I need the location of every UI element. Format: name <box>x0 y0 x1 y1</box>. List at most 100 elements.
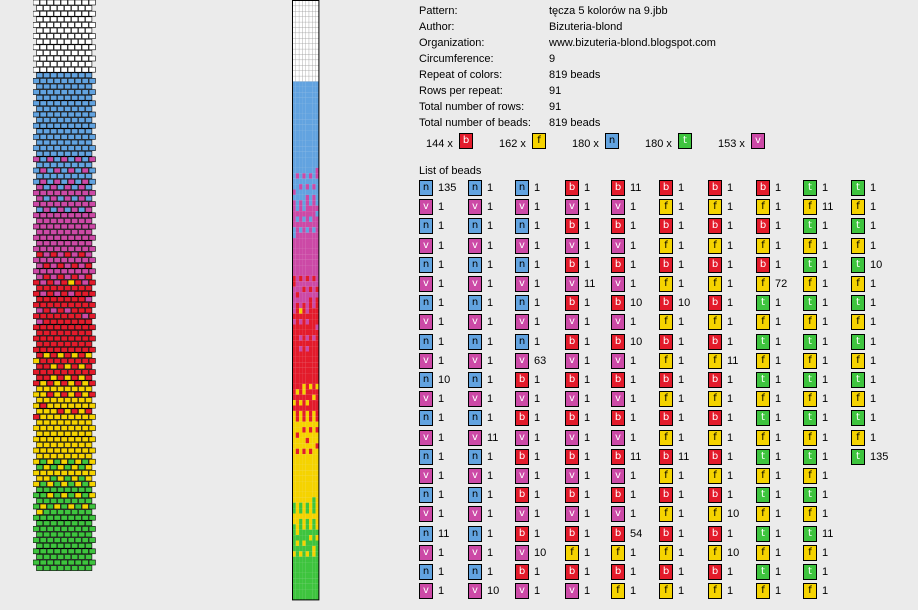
bead-swatch: t <box>756 410 770 427</box>
pattern-bead <box>88 481 96 487</box>
simple-bead <box>309 540 313 546</box>
simple-bead <box>305 254 309 260</box>
bead-count: 11 <box>630 182 642 194</box>
simple-bead <box>302 221 306 228</box>
pattern-bead <box>74 66 82 73</box>
pattern-bead <box>85 162 93 168</box>
pattern-bead <box>64 262 72 269</box>
pattern-bead <box>67 89 75 95</box>
pattern-bead <box>78 106 86 112</box>
bead-count: 1 <box>487 278 494 290</box>
bead-count: 1 <box>630 316 637 329</box>
pattern-bead <box>39 458 47 465</box>
pattern-bead <box>43 206 51 213</box>
bead-swatch: v <box>565 506 579 523</box>
pattern-bead <box>74 391 82 398</box>
simple-bead <box>302 130 306 136</box>
pattern-bead <box>46 279 54 286</box>
pattern-bead <box>88 89 96 95</box>
simple-bead <box>299 421 303 428</box>
simple-bead <box>302 540 306 546</box>
simple-bead <box>312 470 316 476</box>
pattern-bead <box>64 16 72 23</box>
pattern-bead <box>81 279 89 286</box>
pattern-bead <box>85 296 93 303</box>
simple-bead <box>292 362 296 368</box>
pattern-bead <box>36 330 44 336</box>
bead-count: 1 <box>584 258 591 271</box>
simple-bead <box>295 437 300 444</box>
simple-bead <box>295 367 300 374</box>
bead-swatch: b <box>659 180 673 196</box>
simple-bead <box>305 108 309 114</box>
simple-bead <box>312 567 316 573</box>
bead-count: 1 <box>775 489 782 502</box>
bead-swatch: n <box>468 256 482 273</box>
simple-bead <box>305 200 309 206</box>
simple-bead <box>309 281 313 287</box>
pattern-bead <box>46 122 54 129</box>
bead-count: 1 <box>438 489 445 502</box>
simple-bead <box>315 416 319 422</box>
bead-count: 1 <box>438 393 445 406</box>
bead-count: 1 <box>534 393 541 406</box>
pattern-bead <box>64 408 72 415</box>
info-value: 819 beads <box>549 117 601 129</box>
pattern-bead <box>46 324 54 331</box>
simple-bead <box>315 556 319 563</box>
pattern-bead <box>33 290 40 297</box>
simple-bead <box>299 508 303 514</box>
simple-bead <box>295 410 300 417</box>
pattern-bead <box>81 414 89 420</box>
simple-bead <box>299 329 303 336</box>
pattern-bead <box>88 335 96 342</box>
bead-count: 1 <box>822 374 829 386</box>
pattern-bead <box>67 526 75 532</box>
pattern-bead <box>33 134 40 140</box>
pattern-bead <box>46 447 54 454</box>
pattern-bead <box>36 374 44 381</box>
simple-bead <box>309 427 313 433</box>
pattern-bead <box>71 106 79 112</box>
simple-bead <box>299 437 303 444</box>
bead-count: 1 <box>822 239 829 252</box>
simple-bead <box>305 572 309 579</box>
simple-bead <box>295 275 300 282</box>
simple-bead <box>295 119 300 125</box>
simple-bead <box>309 319 313 325</box>
simple-bead <box>315 583 319 590</box>
simple-bead <box>292 194 296 201</box>
simple-bead <box>312 362 316 368</box>
simple-bead <box>299 410 303 417</box>
simple-bead <box>302 329 306 336</box>
simple-bead <box>295 5 300 12</box>
simple-bead <box>315 421 319 428</box>
pattern-bead <box>46 201 54 207</box>
simple-bead <box>299 362 303 368</box>
pattern-bead <box>43 341 51 347</box>
simple-bead <box>312 38 316 44</box>
bead-count: 1 <box>727 316 734 329</box>
pattern-bead <box>39 66 47 73</box>
pattern-bead <box>50 318 58 325</box>
simple-bead <box>299 535 303 541</box>
bead-count: 1 <box>775 527 782 540</box>
simple-bead <box>299 486 303 492</box>
pattern-bead <box>50 38 58 45</box>
bead-count: 10 <box>630 335 643 348</box>
pattern-bead <box>33 492 40 499</box>
bead-swatch: b <box>459 133 473 149</box>
simple-bead <box>299 378 303 384</box>
bead-count: 1 <box>678 335 685 348</box>
simple-bead <box>295 92 300 98</box>
pattern-bead <box>36 16 44 23</box>
bead-count: 1 <box>678 278 685 290</box>
simple-bead <box>295 184 300 190</box>
simple-bead <box>309 545 313 552</box>
pattern-bead <box>36 554 44 560</box>
pattern-bead <box>88 425 96 431</box>
simple-bead <box>295 535 300 541</box>
pattern-bead <box>50 464 58 471</box>
pattern-bead <box>60 111 68 118</box>
pattern-bead <box>46 503 54 510</box>
